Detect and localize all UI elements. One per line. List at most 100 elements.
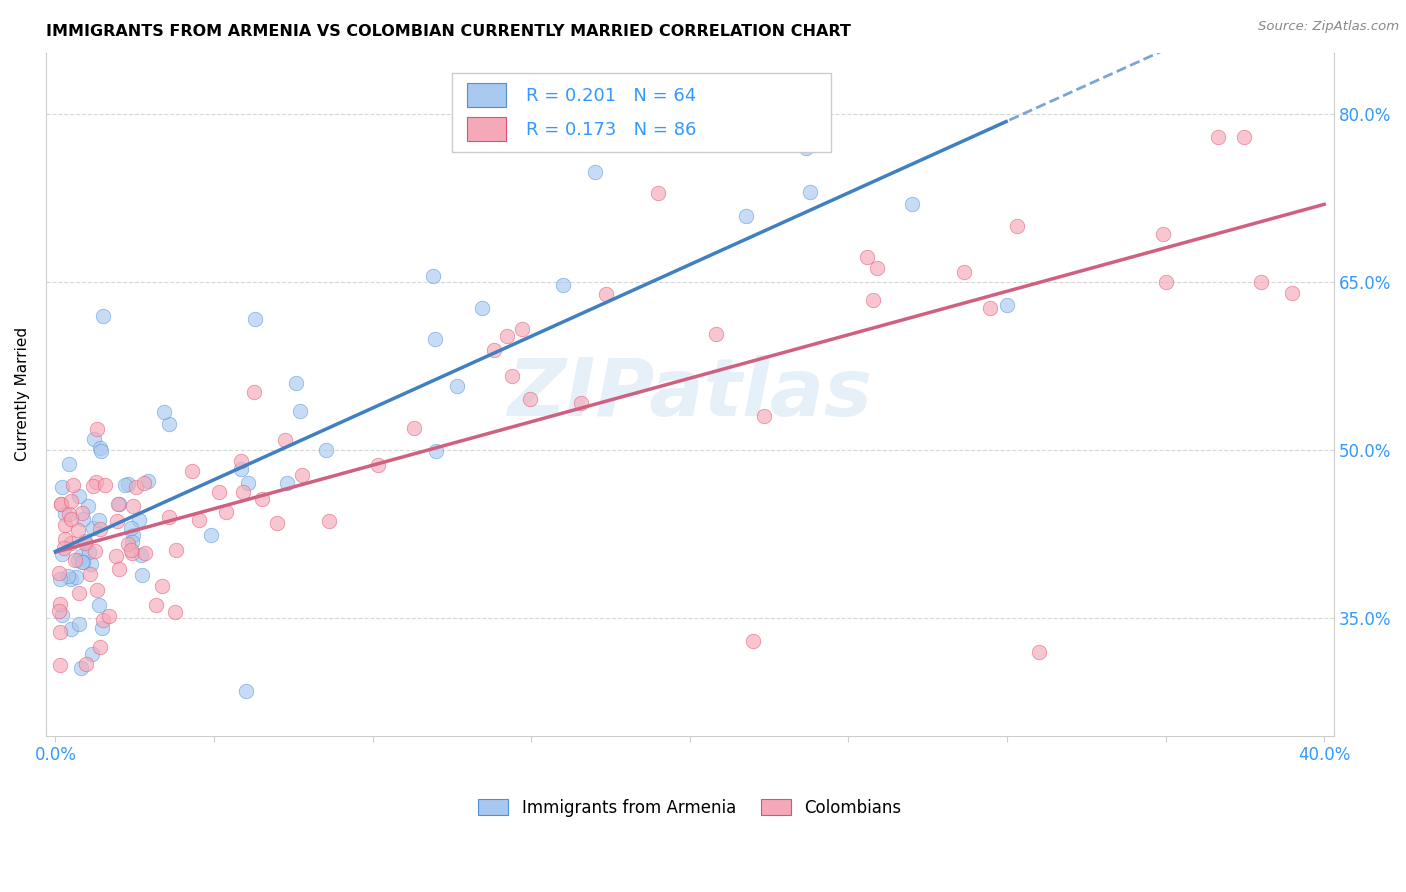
Point — [53, 541, 76, 556]
Point — [482, 343, 505, 358]
Point — [107, 514, 129, 528]
Point — [423, 332, 446, 346]
Point — [73, 535, 96, 549]
Point — [59, 494, 82, 508]
Point — [901, 196, 924, 211]
Point — [274, 433, 297, 447]
FancyBboxPatch shape — [467, 83, 506, 107]
Point — [59, 572, 82, 586]
Point — [75, 534, 97, 549]
Text: R = 0.173   N = 86: R = 0.173 N = 86 — [526, 120, 696, 139]
Point — [501, 369, 523, 384]
Point — [188, 513, 211, 527]
Point — [53, 517, 76, 532]
Point — [104, 549, 127, 563]
Point — [91, 613, 114, 627]
Point — [446, 379, 468, 393]
Point — [79, 567, 101, 582]
Point — [367, 458, 389, 472]
Point — [48, 604, 70, 618]
Point — [83, 544, 105, 558]
Point — [1154, 275, 1177, 289]
Point — [70, 661, 93, 675]
Point — [77, 499, 100, 513]
Point — [67, 553, 90, 567]
Point — [56, 568, 79, 582]
Point — [285, 376, 308, 390]
Point — [995, 297, 1018, 311]
Point — [742, 633, 765, 648]
Point — [120, 542, 142, 557]
Point — [87, 599, 110, 613]
Point — [215, 504, 238, 518]
Point — [80, 647, 103, 661]
Point — [276, 475, 298, 490]
Point — [471, 301, 494, 315]
Point — [72, 511, 94, 525]
Point — [422, 268, 444, 283]
Point — [91, 309, 114, 323]
Point — [51, 608, 73, 623]
Text: ZIPatlas: ZIPatlas — [508, 355, 872, 434]
Point — [48, 566, 70, 580]
Text: IMMIGRANTS FROM ARMENIA VS COLOMBIAN CURRENTLY MARRIED CORRELATION CHART: IMMIGRANTS FROM ARMENIA VS COLOMBIAN CUR… — [46, 24, 851, 39]
Point — [58, 457, 80, 471]
Point — [48, 625, 70, 640]
Point — [67, 489, 90, 503]
FancyBboxPatch shape — [467, 117, 506, 142]
Point — [1028, 645, 1050, 659]
Point — [86, 582, 108, 597]
Point — [107, 497, 129, 511]
Point — [90, 444, 112, 458]
Point — [856, 250, 879, 264]
Point — [288, 404, 311, 418]
Point — [1206, 129, 1229, 144]
Point — [121, 534, 143, 549]
Point — [1152, 227, 1174, 242]
Y-axis label: Currently Married: Currently Married — [15, 327, 30, 461]
Point — [165, 605, 187, 619]
Point — [157, 510, 180, 524]
Point — [866, 261, 889, 276]
Point — [59, 511, 82, 525]
Point — [70, 506, 93, 520]
Point — [62, 478, 84, 492]
Point — [65, 570, 87, 584]
Point — [583, 165, 606, 179]
Point — [159, 417, 181, 431]
Point — [519, 392, 541, 406]
Point — [496, 328, 519, 343]
Point — [121, 546, 143, 560]
Point — [60, 622, 83, 636]
Point — [181, 464, 204, 478]
Point — [70, 549, 93, 564]
Point — [208, 484, 231, 499]
Point — [63, 553, 86, 567]
Point — [752, 409, 775, 423]
Point — [1281, 286, 1303, 301]
Point — [117, 477, 139, 491]
Point — [236, 476, 259, 491]
Point — [94, 478, 117, 492]
Point — [117, 536, 139, 550]
Point — [510, 322, 533, 336]
Point — [53, 507, 76, 521]
Point — [67, 617, 90, 632]
Point — [266, 516, 288, 530]
Point — [70, 555, 93, 569]
Point — [402, 420, 425, 434]
Point — [145, 598, 167, 612]
Point — [595, 286, 617, 301]
Point — [704, 326, 727, 341]
Point — [83, 432, 105, 446]
Point — [122, 499, 145, 513]
Point — [138, 474, 160, 488]
Point — [53, 533, 76, 547]
Point — [553, 278, 575, 293]
Point — [67, 586, 90, 600]
Point — [60, 536, 83, 550]
Point — [150, 579, 173, 593]
Point — [291, 468, 314, 483]
Point — [108, 498, 131, 512]
Point — [794, 141, 817, 155]
